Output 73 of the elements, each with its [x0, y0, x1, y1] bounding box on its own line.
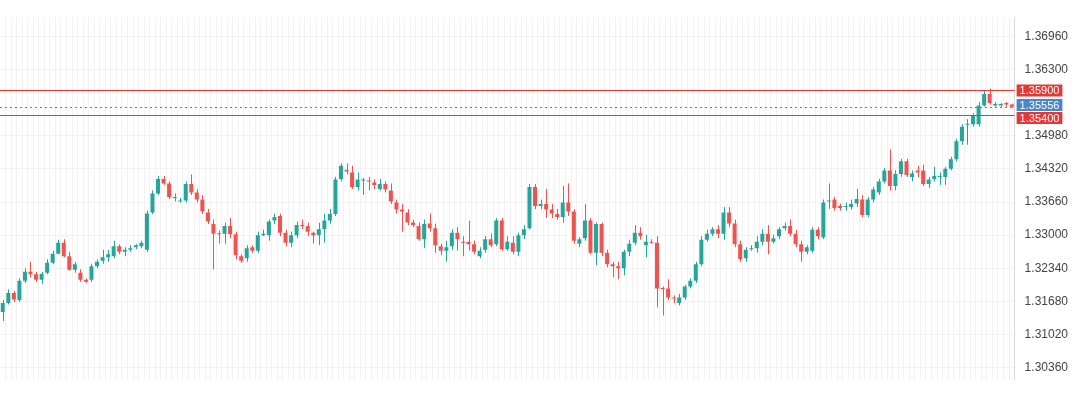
ref-line-label: 1.35556: [1019, 98, 1060, 111]
candlestick: [61, 238, 66, 258]
candlestick: [893, 169, 898, 191]
candlestick: [621, 249, 626, 276]
candlestick: [278, 213, 282, 237]
candlestick: [632, 224, 637, 246]
y-tick-label: 1.34980: [1024, 128, 1069, 143]
candlestick: [266, 219, 271, 242]
candlestick: [460, 235, 465, 257]
candlestick: [67, 251, 72, 272]
y-tick-label: 1.34320: [1024, 161, 1069, 176]
candlestick: [222, 222, 227, 245]
candlestick: [211, 219, 216, 270]
candlestick: [338, 162, 343, 182]
candlestick: [898, 158, 903, 178]
y-tick-label: 1.30360: [1024, 360, 1069, 375]
candlestick: [233, 231, 238, 260]
candlestick: [904, 158, 909, 178]
y-tick-label: 1.31680: [1024, 293, 1069, 308]
candlestick: [954, 138, 959, 162]
candlestick: [316, 222, 321, 246]
candlestick: [444, 240, 449, 263]
candlestick: [350, 165, 355, 190]
candlestick: [826, 182, 831, 210]
candlestick: [510, 235, 515, 255]
candlestick: [150, 189, 155, 215]
candlestick: [727, 206, 732, 228]
candlestick: [255, 231, 260, 254]
candlestick: [865, 196, 870, 218]
candlestick: [887, 148, 892, 191]
candlestick: [732, 219, 737, 248]
y-tick-label: 1.36300: [1024, 61, 1069, 76]
candlestick: [449, 228, 454, 251]
candlestick: [422, 219, 427, 249]
candlestick: [560, 185, 565, 224]
y-tick-label: 1.33660: [1024, 194, 1069, 209]
candlestick: [799, 240, 804, 263]
candlestick: [860, 194, 865, 218]
candlestick: [189, 173, 194, 196]
candlestick: [854, 188, 859, 208]
candlestick: [544, 188, 549, 219]
candlestick: [172, 192, 177, 203]
candlestick: [738, 240, 743, 263]
y-tick-label: 1.32340: [1024, 260, 1069, 275]
y-tick-label: 1.31020: [1024, 326, 1069, 341]
candlestick: [322, 213, 327, 244]
candlestick: [228, 217, 233, 239]
candlestick: [959, 123, 964, 146]
candlestick: [183, 180, 188, 204]
candlestick: [416, 222, 421, 242]
y-tick-label: 1.36960: [1024, 28, 1069, 43]
candlestick: [399, 203, 404, 233]
candlestick: [566, 182, 571, 217]
ref-line-label: 1.35900: [1019, 84, 1060, 97]
candlestick: [582, 203, 587, 242]
candlestick: [388, 182, 393, 205]
candlestick: [156, 175, 161, 196]
candlestick: [200, 194, 205, 215]
candlestick: [217, 230, 221, 245]
candlestick: [765, 224, 770, 255]
candlestick: [89, 263, 94, 283]
candlestick: [0, 299, 5, 322]
candlestick: [433, 223, 438, 254]
candlestick: [533, 183, 538, 210]
candlestick: [516, 232, 521, 257]
ref-line-label: 1.35400: [1019, 111, 1060, 124]
candlestick: [17, 277, 22, 303]
y-tick-label: 1.33000: [1024, 227, 1069, 242]
candlestick: [721, 206, 726, 241]
candlestick: [976, 101, 981, 128]
candlestick: [494, 217, 499, 247]
candlestick: [693, 261, 698, 284]
candlestick: [455, 226, 460, 252]
